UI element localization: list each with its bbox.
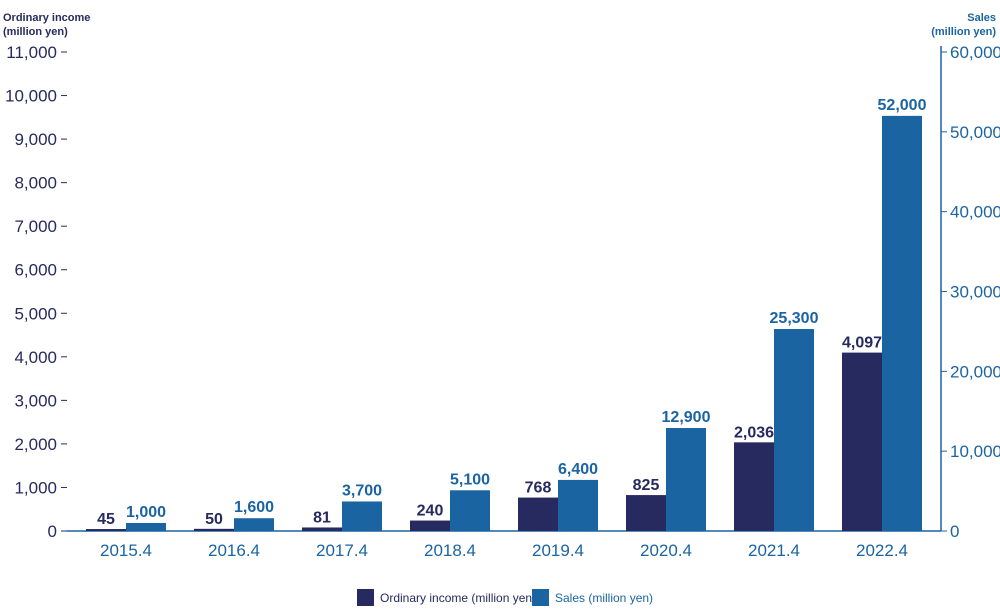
bar-ordinary-income <box>734 442 774 531</box>
right-tick-label: 20,000 <box>950 362 1000 381</box>
bar-ordinary-income <box>194 528 234 531</box>
bars-layer <box>86 115 922 531</box>
left-tick-label: 9,000 <box>14 130 57 149</box>
data-label-ordinary-income: 2,036 <box>734 424 774 441</box>
bar-ordinary-income <box>626 495 666 531</box>
category-label: 2016.4 <box>208 541 260 560</box>
category-label: 2022.4 <box>856 541 908 560</box>
data-label-ordinary-income: 45 <box>97 511 115 528</box>
bar-ordinary-income <box>302 527 342 531</box>
bar-sales <box>558 479 598 531</box>
category-label: 2020.4 <box>640 541 692 560</box>
right-axis-title-line-1: Sales <box>967 12 996 24</box>
right-axis-ticks: 0 10,000 20,000 30,000 40,000 50,000 60,000 <box>941 43 1000 541</box>
data-label-ordinary-income: 81 <box>313 509 331 526</box>
bar-sales <box>666 428 706 531</box>
data-label-sales: 1,000 <box>126 504 166 521</box>
right-tick-label: 40,000 <box>950 203 1000 222</box>
left-tick-label: 1,000 <box>14 478 57 497</box>
data-label-ordinary-income: 240 <box>417 503 444 520</box>
category-labels-layer: 2015.4 2016.4 2017.4 2018.4 2019.4 2020.4 2021… <box>100 541 908 560</box>
bar-ordinary-income <box>86 529 126 531</box>
category-label: 2015.4 <box>100 541 152 560</box>
category-label: 2017.4 <box>316 541 368 560</box>
right-tick-label: 30,000 <box>950 283 1000 302</box>
category-label: 2018.4 <box>424 541 476 560</box>
data-labels-layer: 45 1,000 50 1,600 81 3,700 240 5,100 768 6,400 825… <box>97 97 926 528</box>
legend-swatch <box>357 589 374 606</box>
right-tick-label: 60,000 <box>950 43 1000 62</box>
data-label-sales: 1,600 <box>234 499 274 516</box>
bar-sales <box>882 115 922 531</box>
bar-sales <box>450 490 490 531</box>
legend-label: Sales (million yen) <box>555 591 653 605</box>
data-label-sales: 25,300 <box>770 310 819 327</box>
legend-swatch <box>532 589 549 606</box>
data-label-ordinary-income: 4,097 <box>842 335 882 352</box>
bar-sales <box>234 518 274 531</box>
bar-sales <box>774 329 814 531</box>
data-label-ordinary-income: 825 <box>633 477 660 494</box>
bar-ordinary-income <box>518 497 558 531</box>
bar-ordinary-income <box>842 352 882 531</box>
left-axis-title-line-2: (million yen) <box>3 26 68 38</box>
bar-sales <box>126 523 166 531</box>
data-label-sales: 5,100 <box>450 471 490 488</box>
right-tick-label: 50,000 <box>950 123 1000 142</box>
right-tick-label: 10,000 <box>950 442 1000 461</box>
data-label-sales: 12,900 <box>662 409 711 426</box>
bar-sales <box>342 501 382 531</box>
legend-label: Ordinary income (million yen) <box>380 591 536 605</box>
axes-layer: Ordinary income (million yen) Sales (mil… <box>3 12 996 532</box>
left-tick-label: 4,000 <box>14 348 57 367</box>
data-label-ordinary-income: 768 <box>525 480 552 497</box>
data-label-sales: 52,000 <box>878 97 927 114</box>
left-tick-label: 2,000 <box>14 435 57 454</box>
category-label: 2021.4 <box>748 541 800 560</box>
left-tick-label: 10,000 <box>5 87 57 106</box>
left-tick-label: 6,000 <box>14 261 57 280</box>
data-label-sales: 3,700 <box>342 482 382 499</box>
left-tick-label: 7,000 <box>14 217 57 236</box>
bar-ordinary-income <box>410 520 450 531</box>
data-label-sales: 6,400 <box>558 461 598 478</box>
right-axis-title-line-2: (million yen) <box>931 26 996 38</box>
category-label: 2019.4 <box>532 541 584 560</box>
left-axis-title-line-1: Ordinary income <box>3 12 90 24</box>
data-label-ordinary-income: 50 <box>205 511 223 528</box>
left-axis-ticks: 0 1,000 2,000 3,000 4,000 5,000 6,000 7,000 8,00… <box>5 43 67 541</box>
left-tick-label: 3,000 <box>14 391 57 410</box>
right-tick-label: 0 <box>950 522 959 541</box>
left-tick-label: 0 <box>48 522 57 541</box>
legend: Ordinary income (million yen) Sales (mill… <box>357 589 653 606</box>
left-tick-label: 5,000 <box>14 304 57 323</box>
left-tick-label: 11,000 <box>6 43 57 62</box>
left-tick-label: 8,000 <box>14 174 57 193</box>
